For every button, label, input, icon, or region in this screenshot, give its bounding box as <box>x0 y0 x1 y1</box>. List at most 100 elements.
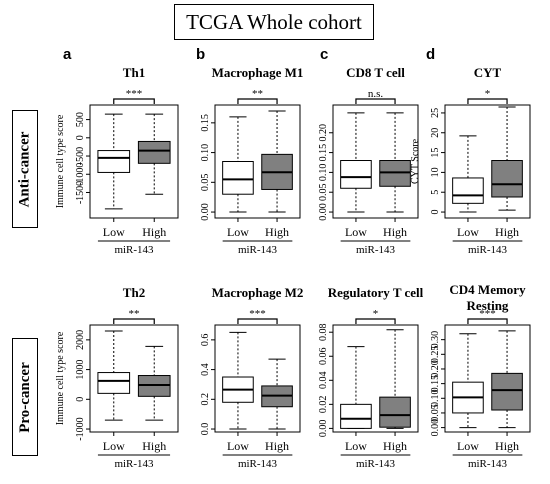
panel-4-box-low <box>452 177 484 204</box>
panel-1-plot-frame <box>89 104 179 219</box>
panel-1-ytick-label: 500 <box>75 112 86 127</box>
panel-4-significance-bracket <box>467 98 508 104</box>
panel-3-ytick-label: 0.15 <box>318 144 329 162</box>
panel-4-ytick-label: 5 <box>430 190 441 195</box>
row-label-pro-cancer: Pro-cancer <box>12 338 38 456</box>
panel-4-significance-label: * <box>485 88 491 100</box>
panel-letter-a: a <box>63 46 72 63</box>
panel-letter-c: c <box>320 46 329 63</box>
panel-1-ylabel: Immune cell type score <box>55 114 66 208</box>
panel-6-title: Macrophage M2 <box>212 285 304 300</box>
panel-6-xlabel: miR-143 <box>238 458 278 470</box>
panel-7-xtick-label-low: Low <box>345 439 367 453</box>
panel-5-significance-bracket <box>113 318 155 324</box>
panel-7-significance-label: * <box>373 308 379 320</box>
panel-5-xlabel: miR-143 <box>114 458 154 470</box>
panel-6-ytick-label: 0.2 <box>200 393 211 406</box>
panel-8-title-line-1: CD4 Memory <box>449 282 526 297</box>
panel-5-title: Th2 <box>123 285 145 300</box>
panel-8-ytick-label: 0.00 <box>430 419 441 437</box>
row-label-anti-cancer: Anti-cancer <box>12 110 38 228</box>
panel-6-ytick-label: 0.6 <box>200 334 211 347</box>
panel-6-xtick-label-high: High <box>265 439 289 453</box>
panel-3-significance-label: n.s. <box>368 88 384 100</box>
panel-3-ytick-label: 0.05 <box>318 183 329 201</box>
panel-8-xlabel: miR-143 <box>468 458 508 470</box>
panel-6-xtick-label-low: Low <box>227 439 249 453</box>
panel-7-ytick-label: 0.04 <box>318 372 329 390</box>
panel-4-ytick-label: 0 <box>430 210 441 215</box>
panel-letter-b: b <box>196 46 206 63</box>
panel-8-title-line-2: Resting <box>467 298 509 313</box>
panel-3-title: CD8 T cell <box>346 65 405 80</box>
panel-1-xlabel: miR-143 <box>114 244 154 256</box>
panel-1-ytick-label: 0 <box>75 135 86 140</box>
panel-8-box-high <box>491 372 523 411</box>
panel-7-xtick-label-high: High <box>383 439 407 453</box>
panel-6-significance-bracket <box>237 318 278 324</box>
panel-3-significance-bracket <box>355 98 396 104</box>
panel-7-plot-frame <box>332 324 419 433</box>
panel-5-ylabel: Immune cell type score <box>55 331 66 425</box>
panel-8-significance-label: *** <box>479 308 496 320</box>
panel-5-box-low <box>97 372 131 394</box>
panel-8-xtick-label-low: Low <box>457 439 479 453</box>
panel-1-ytick-label: -1500 <box>75 181 86 204</box>
panel-6-ytick-label: 0.4 <box>200 363 211 376</box>
panel-1-box-low <box>97 150 131 173</box>
panel-8-ytick-label: 0.30 <box>430 331 441 349</box>
panel-7-ytick-label: 0.08 <box>318 323 329 341</box>
panel-4-title: CYT <box>474 65 502 80</box>
panel-2-significance-label: ** <box>252 88 263 100</box>
panel-7-xlabel: miR-143 <box>356 458 396 470</box>
panel-2-box-low <box>222 161 254 195</box>
panel-5-xtick-label-high: High <box>142 439 166 453</box>
panel-8-ytick-label: 0.20 <box>430 360 441 378</box>
panel-3-box-low <box>340 160 372 189</box>
panel-7-box-high <box>379 396 411 428</box>
panel-7-ytick-label: 0.02 <box>318 396 329 414</box>
panel-2-xtick-label-low: Low <box>227 225 249 239</box>
panel-1-significance-label: *** <box>126 88 143 100</box>
panel-4-xlabel: miR-143 <box>468 244 508 256</box>
panel-5-ytick-label: 2000 <box>75 330 86 350</box>
panel-2-xlabel: miR-143 <box>238 244 278 256</box>
panel-4-ylabel: CYT Score <box>410 138 421 184</box>
panel-1-title: Th1 <box>123 65 145 80</box>
panel-8-ytick-label: 0.05 <box>430 404 441 422</box>
panel-4-xtick-label-low: Low <box>457 225 479 239</box>
panel-5-plot-frame <box>89 324 179 433</box>
panel-5-xtick-label-low: Low <box>103 439 125 453</box>
panel-1-xtick-label-low: Low <box>103 225 125 239</box>
panel-5-ytick-label: 0 <box>75 397 86 402</box>
panel-2-ytick-label: 0.10 <box>200 144 211 162</box>
panel-7-significance-bracket <box>355 318 396 324</box>
panel-2-xtick-label-high: High <box>265 225 289 239</box>
panel-1-xtick-label-high: High <box>142 225 166 239</box>
panel-7-box-low <box>340 403 372 429</box>
panel-7-ytick-label: 0.06 <box>318 348 329 366</box>
panel-5-ytick-label: -1000 <box>75 417 86 440</box>
panel-3-xlabel: miR-143 <box>356 244 396 256</box>
panel-4-ytick-label: 10 <box>430 167 441 177</box>
panel-2-significance-bracket <box>237 98 278 104</box>
panel-7-ytick-label: 0.00 <box>318 420 329 438</box>
panel-1-significance-bracket <box>113 98 155 104</box>
panel-letter-d: d <box>426 46 436 63</box>
panel-5-ytick-label: 1000 <box>75 360 86 380</box>
panel-4-box-high <box>491 160 523 198</box>
panel-1-box-high <box>137 140 171 164</box>
panel-2-ytick-label: 0.15 <box>200 114 211 132</box>
panel-4-plot-frame <box>444 104 531 219</box>
panel-8-plot-frame <box>444 324 531 433</box>
figure-title: TCGA Whole cohort <box>174 4 374 40</box>
panel-8-ytick-label: 0.10 <box>430 390 441 408</box>
panel-2-title: Macrophage M1 <box>212 65 304 80</box>
panel-7-title: Regulatory T cell <box>328 285 424 300</box>
panel-8-xtick-label-high: High <box>495 439 519 453</box>
panel-1-ytick-label: -1000 <box>75 163 86 186</box>
panel-2-plot-frame <box>214 104 301 219</box>
panel-4-xtick-label-high: High <box>495 225 519 239</box>
panel-3-plot-frame <box>332 104 419 219</box>
